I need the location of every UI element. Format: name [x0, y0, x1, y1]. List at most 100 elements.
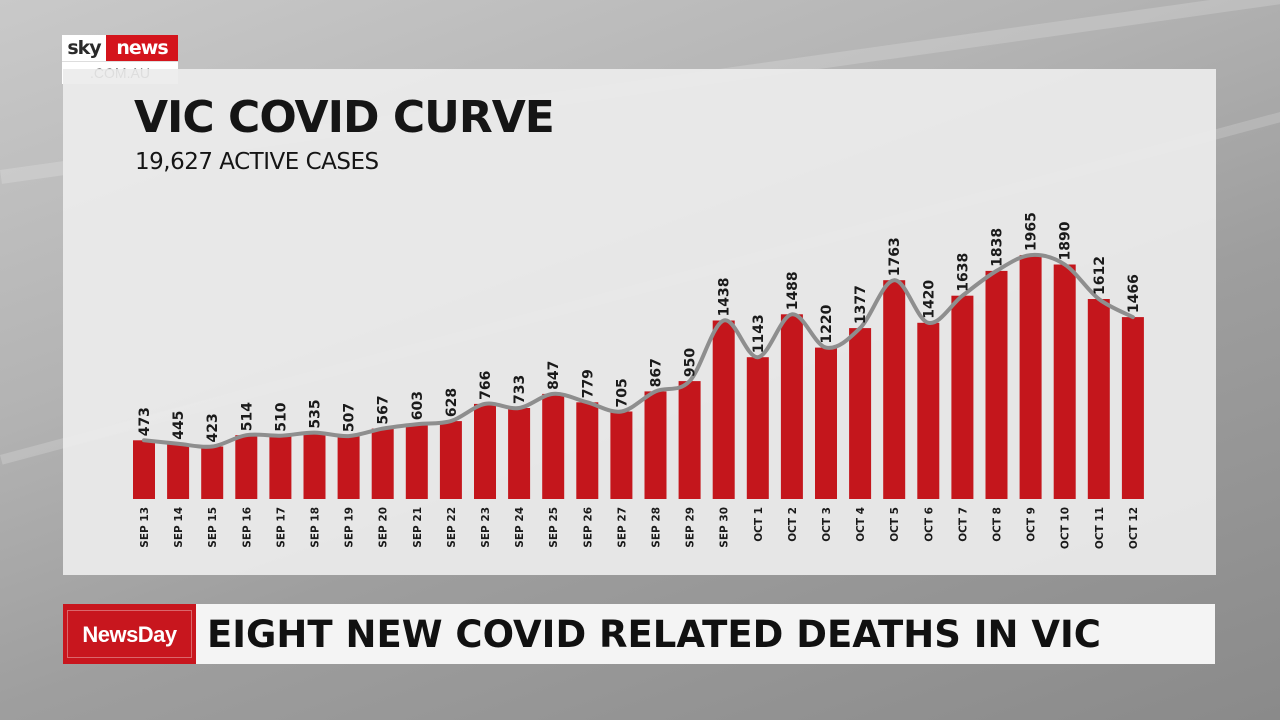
- x-axis-tick-label: SEP 24: [514, 507, 526, 548]
- bar: [303, 432, 326, 499]
- x-axis-tick-label: SEP 20: [378, 507, 390, 548]
- x-axis-tick-label: OCT 10: [1060, 507, 1072, 549]
- bar: [269, 435, 292, 499]
- bar-value-label: 1466: [1126, 274, 1142, 313]
- bar: [474, 403, 496, 499]
- x-axis-tick-label: SEP 28: [651, 507, 663, 548]
- bar-value-label: 1638: [955, 253, 971, 292]
- bar-value-label: 535: [308, 399, 324, 428]
- bar-value-label: 766: [478, 371, 494, 400]
- bar: [508, 408, 531, 499]
- headline: EIGHT NEW COVID RELATED DEATHS IN VIC: [207, 613, 1101, 656]
- bar-value-label: 1438: [717, 278, 733, 317]
- bar-value-label: 733: [512, 375, 528, 404]
- x-axis-tick-label: OCT 5: [889, 507, 901, 542]
- bar: [1121, 317, 1144, 499]
- chart-title: VIC COVID CURVE: [134, 92, 555, 143]
- x-axis-tick-label: OCT 11: [1094, 507, 1106, 549]
- lower-third-banner: NewsDay EIGHT NEW COVID RELATED DEATHS I…: [63, 604, 1215, 664]
- bar: [815, 347, 837, 499]
- bar-value-label: 567: [376, 395, 392, 424]
- bar: [746, 357, 769, 499]
- bar-value-label: 628: [444, 388, 460, 417]
- x-axis-tick-label: OCT 2: [787, 507, 799, 542]
- x-axis-tick-label: SEP 15: [207, 507, 219, 548]
- bar: [849, 328, 872, 499]
- bar: [1087, 299, 1110, 499]
- bar-value-label: 705: [614, 378, 630, 407]
- x-axis-tick-label: OCT 7: [957, 507, 969, 542]
- x-axis-label-group: SEP 13 SEP 14 SEP 15 SEP 16 SEP 17 SEP 18 SEP …: [139, 507, 1140, 549]
- bar-value-label: 1763: [887, 237, 903, 276]
- bar-value-label: 1377: [853, 285, 869, 324]
- bar-value-label: 603: [410, 391, 426, 420]
- bar-value-label: 1488: [785, 271, 801, 310]
- bar-value-label: 445: [171, 411, 187, 440]
- bar: [235, 435, 258, 499]
- bar: [337, 436, 360, 499]
- bar: [133, 440, 155, 499]
- bar-value-label: 507: [342, 403, 358, 432]
- show-tag: NewsDay: [63, 604, 196, 664]
- bar-chart: 473 445 423 514 510 535 507 567 603 628 766 733 847 7…: [133, 212, 1144, 549]
- x-axis-tick-label: OCT 12: [1128, 507, 1140, 549]
- bar-value-label: 1890: [1058, 221, 1074, 260]
- bar: [610, 411, 633, 499]
- bar: [678, 381, 701, 499]
- value-label-group: 473 445 423 514 510 535 507 567 603 628 766 733 847 7…: [137, 212, 1142, 442]
- bar: [1019, 255, 1042, 499]
- bar-value-label: 950: [683, 348, 699, 377]
- bar: [405, 424, 428, 499]
- x-axis-tick-label: OCT 8: [992, 507, 1004, 542]
- chart-subtitle: 19,627 ACTIVE CASES: [135, 149, 379, 175]
- bar: [167, 443, 190, 499]
- x-axis-tick-label: SEP 30: [719, 507, 731, 548]
- bar-value-label: 1220: [819, 304, 835, 343]
- bar-value-label: 867: [649, 358, 665, 387]
- x-axis-tick-label: OCT 1: [753, 507, 765, 542]
- x-axis-tick-label: SEP 17: [275, 507, 287, 548]
- bar-value-label: 473: [137, 407, 153, 436]
- x-axis-tick-label: SEP 22: [446, 507, 458, 548]
- trend-line: [142, 252, 1135, 449]
- bar: [1053, 264, 1076, 499]
- bar-value-label: 1612: [1092, 256, 1108, 295]
- x-axis-tick-label: OCT 4: [855, 507, 867, 542]
- bar-value-label: 510: [273, 402, 289, 431]
- x-axis-tick-label: OCT 6: [923, 507, 935, 542]
- bar-value-label: 847: [546, 361, 562, 390]
- x-axis-tick-label: SEP 23: [480, 507, 492, 548]
- bar: [371, 428, 394, 499]
- bar: [712, 320, 735, 499]
- bar-group: [133, 255, 1144, 499]
- bar: [644, 391, 667, 499]
- bar: [439, 421, 462, 499]
- x-axis-tick-label: SEP 19: [344, 507, 356, 548]
- bar: [917, 322, 940, 499]
- bar: [985, 270, 1008, 499]
- bar: [951, 295, 974, 499]
- x-axis-tick-label: SEP 27: [616, 507, 628, 548]
- x-axis-tick-label: SEP 13: [139, 507, 151, 548]
- x-axis-tick-label: SEP 29: [685, 507, 697, 548]
- x-axis-tick-label: SEP 18: [310, 507, 322, 548]
- bar: [883, 280, 906, 499]
- x-axis-tick-label: SEP 25: [548, 507, 560, 548]
- show-name: NewsDay: [67, 610, 192, 658]
- bar-value-label: 1838: [990, 228, 1006, 267]
- bar-value-label: 1965: [1024, 212, 1040, 251]
- x-axis-tick-label: SEP 14: [173, 507, 185, 548]
- bar: [576, 402, 599, 499]
- x-axis-tick-label: SEP 16: [241, 507, 253, 548]
- bar: [201, 446, 224, 499]
- x-axis-tick-label: SEP 21: [412, 507, 424, 548]
- logo-news-text: news: [106, 35, 178, 61]
- bar: [780, 314, 803, 499]
- bar-value-label: 1143: [751, 314, 767, 353]
- bar: [542, 393, 565, 499]
- bar-value-label: 779: [580, 369, 596, 398]
- x-axis-tick-label: SEP 26: [582, 507, 594, 548]
- bar-value-label: 423: [205, 413, 221, 442]
- bar-value-label: 514: [239, 402, 255, 431]
- x-axis-tick-label: OCT 9: [1026, 507, 1038, 542]
